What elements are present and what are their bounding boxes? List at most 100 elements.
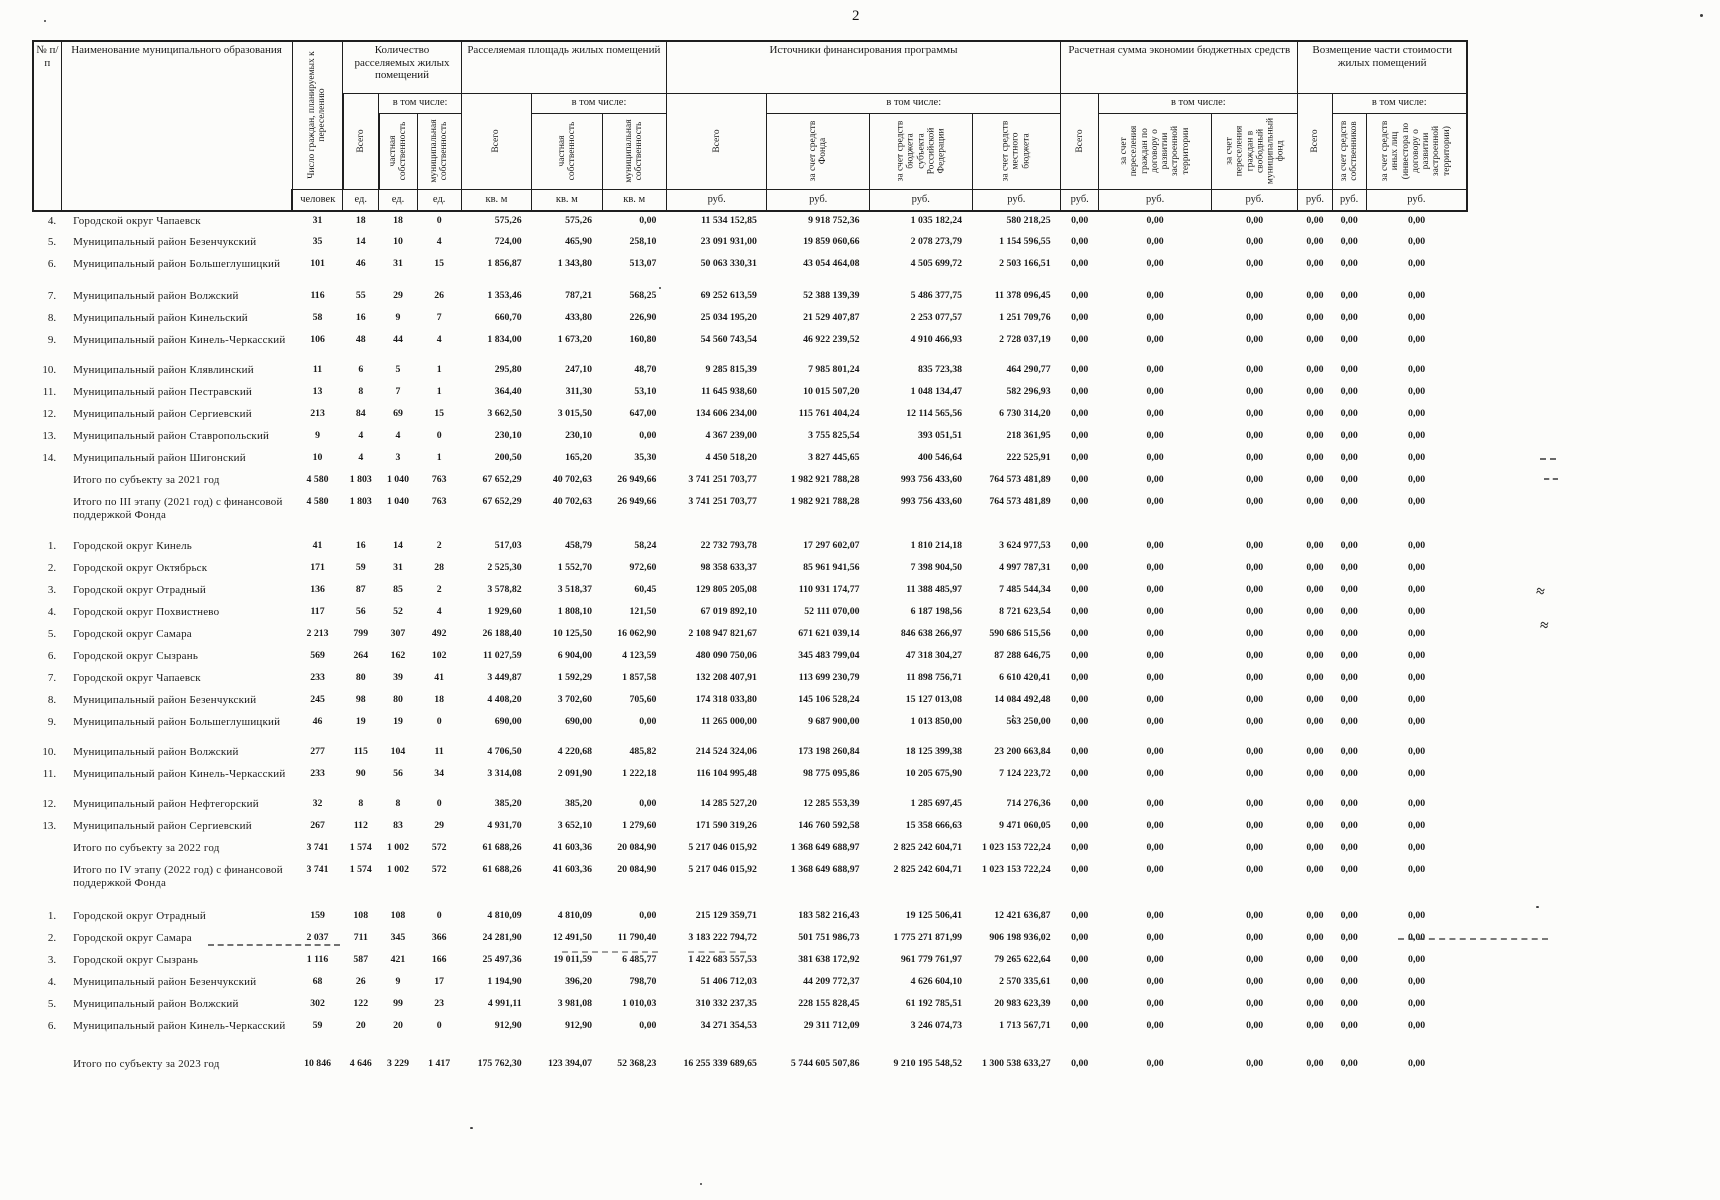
value-cell: 345 483 799,04: [798, 650, 860, 661]
value-cell: 0,00: [1306, 540, 1324, 551]
value-cell: 787,21: [565, 290, 593, 301]
value-cell: 0,00: [1306, 606, 1324, 617]
value-cell: 110 931 174,77: [798, 584, 860, 595]
value-cell: 0,00: [1340, 540, 1358, 551]
value-cell: 83: [393, 820, 403, 831]
value-cell: 0,00: [1306, 910, 1324, 921]
value-cell: 29: [434, 820, 445, 831]
value-cell: 465,90: [565, 236, 593, 247]
value-cell: 7 398 904,50: [910, 562, 963, 573]
value-cell: 3 741 251 703,77: [688, 474, 757, 485]
value-cell: 132 208 407,91: [695, 672, 757, 683]
value-cell: 307: [390, 628, 406, 639]
value-cell: 213: [310, 408, 325, 419]
header-savings-contract: за счет переселения граждан по договору …: [1098, 112, 1212, 190]
value-cell: 4: [436, 236, 442, 247]
value-cell: 912,90: [494, 1020, 522, 1031]
value-cell: 385,20: [494, 798, 522, 809]
value-cell: 0,00: [1246, 998, 1264, 1009]
value-cell: 214 524 324,06: [695, 746, 757, 757]
value-cell: 3 652,10: [557, 820, 593, 831]
value-cell: 0,00: [639, 798, 657, 809]
table-row: 4. Городской округ Чапаевск 31 18 18 0 575,26 5…: [33, 211, 1467, 233]
value-cell: 55: [355, 290, 366, 301]
value-cell: 0,00: [1340, 650, 1358, 661]
value-cell: 9: [395, 312, 401, 323]
table-row: 13. Муниципальный район Ставропольский 9 4 4…: [33, 427, 1467, 449]
value-cell: 0,00: [1306, 1058, 1324, 1069]
municipality-name-cell: Муниципальный район Клявлинский: [73, 364, 254, 376]
value-cell: 563 250,00: [1006, 716, 1051, 727]
value-cell: 0,00: [1408, 976, 1426, 987]
table-body: 4. Городской округ Чапаевск 31 18 18 0 575,26 5…: [33, 211, 1467, 1077]
value-cell: 0,00: [1246, 746, 1264, 757]
value-cell: 0,00: [1408, 746, 1426, 757]
value-cell: 19: [393, 716, 403, 727]
value-cell: 84: [355, 408, 366, 419]
value-cell: 0,00: [1246, 1058, 1264, 1069]
value-cell: 492: [431, 628, 447, 639]
table-row: 13. Муниципальный район Сергиевский 267 112…: [33, 817, 1467, 839]
row-number-cell: 10.: [42, 746, 57, 758]
value-cell: 0,00: [1306, 334, 1324, 345]
value-cell: 15 358 666,63: [905, 820, 963, 831]
scan-artifact-dot: [44, 20, 46, 22]
row-number-cell: 1.: [47, 910, 57, 922]
value-cell: 129 805 205,08: [695, 584, 757, 595]
value-cell: 226,90: [629, 312, 657, 323]
value-cell: 0,00: [1071, 496, 1089, 507]
value-cell: 4: [395, 430, 401, 441]
value-cell: 4 931,70: [487, 820, 522, 831]
value-cell: 80: [355, 672, 366, 683]
value-cell: 4: [358, 430, 364, 441]
value-cell: 26 188,40: [482, 628, 522, 639]
value-cell: 0,00: [1340, 312, 1358, 323]
value-cell: 80: [393, 694, 403, 705]
row-number-cell: [33, 861, 61, 897]
value-cell: 0,00: [1071, 258, 1089, 269]
value-cell: 11 898 756,71: [906, 672, 963, 683]
value-cell: 0,00: [1071, 672, 1089, 683]
value-cell: 0,00: [1071, 474, 1089, 485]
value-cell: 0,00: [1246, 474, 1264, 485]
value-cell: 0,00: [1071, 312, 1089, 323]
value-cell: 0,00: [1408, 290, 1426, 301]
value-cell: 0,00: [1340, 386, 1358, 397]
scan-artifact-dot: [1700, 14, 1703, 17]
value-cell: 3 624 977,53: [999, 540, 1051, 551]
value-cell: 0,00: [1146, 910, 1164, 921]
municipality-name-cell: Муниципальный район Сергиевский: [73, 408, 252, 420]
value-cell: 20 084,90: [617, 864, 657, 875]
value-cell: 0,00: [1146, 236, 1164, 247]
value-cell: 0,00: [1408, 768, 1426, 779]
value-cell: 10 205 675,90: [905, 768, 963, 779]
value-cell: 0,00: [1246, 408, 1264, 419]
value-cell: 0,00: [639, 910, 657, 921]
value-cell: 108: [353, 910, 369, 921]
value-cell: 9 210 195 548,52: [893, 1058, 963, 1069]
value-cell: 0,00: [1306, 746, 1324, 757]
value-cell: 0,00: [1146, 998, 1164, 1009]
value-cell: 16: [355, 312, 366, 323]
value-cell: 0,00: [1146, 820, 1164, 831]
value-cell: 0,00: [1071, 998, 1089, 1009]
value-cell: 0,00: [1408, 842, 1426, 853]
value-cell: 0,00: [1340, 430, 1358, 441]
unit-cell: руб.: [1365, 188, 1468, 212]
value-cell: 0,00: [1071, 452, 1089, 463]
resettlement-program-table: № п/п Наименование муниципального образо…: [31, 40, 1469, 1077]
value-cell: 0,00: [1408, 430, 1426, 441]
value-cell: 1 040: [386, 496, 409, 507]
header-group-resettled-area: Расселяемая площадь жилых помещений: [460, 40, 667, 94]
value-cell: 295,80: [494, 364, 522, 375]
value-cell: 0,00: [1146, 364, 1164, 375]
value-cell: 311,30: [565, 386, 593, 397]
value-cell: 1 422 683 557,53: [688, 954, 757, 965]
value-cell: 0,00: [1408, 474, 1426, 485]
table-row: 9. Муниципальный район Большеглушицкий 46 1…: [33, 713, 1467, 735]
value-cell: 0: [436, 716, 442, 727]
scan-artifact-dash: [208, 944, 340, 946]
value-cell: 98 358 633,37: [700, 562, 757, 573]
municipality-name-cell: Городской округ Чапаевск: [73, 672, 201, 684]
value-cell: 575,26: [565, 215, 593, 226]
